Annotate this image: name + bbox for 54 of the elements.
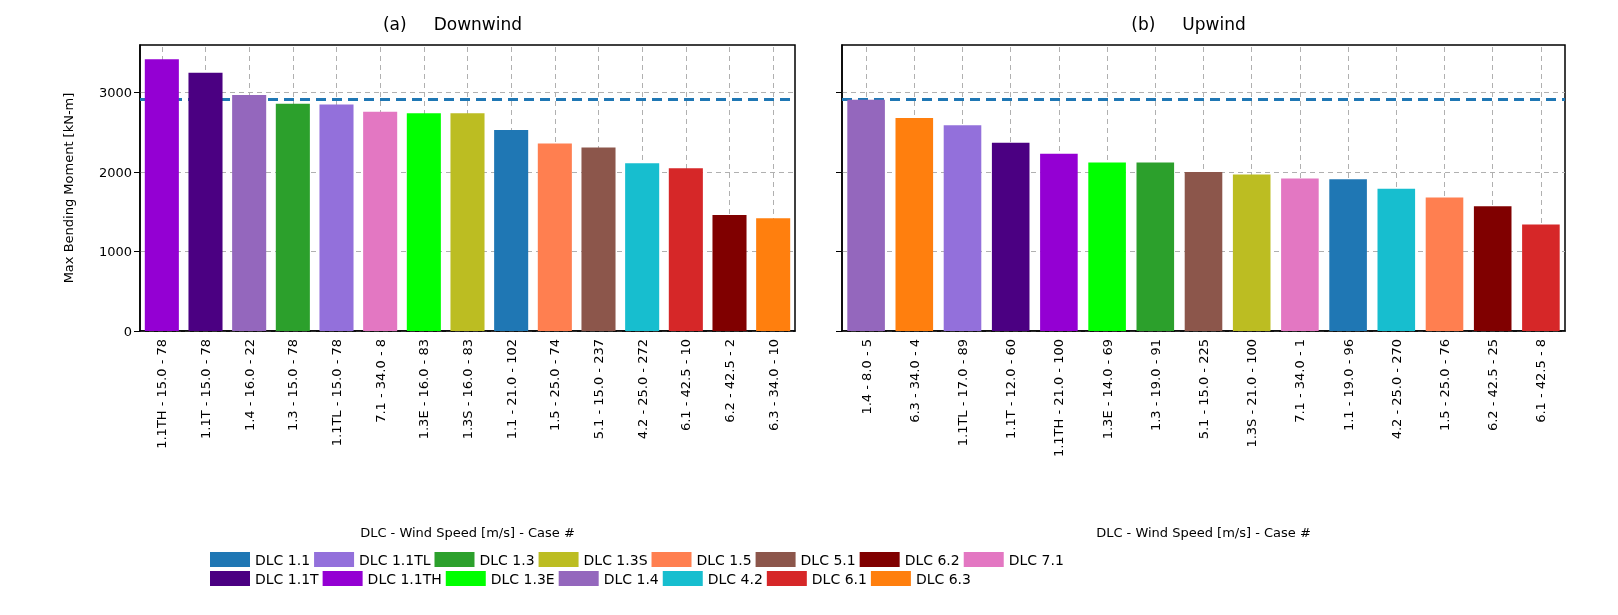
legend-label: DLC 1.3S (583, 551, 648, 568)
x-tick-label: 1.3E - 14.0 - 69 (1099, 339, 1115, 440)
chart-title: (b) Upwind (1131, 13, 1246, 34)
x-tick-label: 1.3 - 19.0 - 91 (1147, 339, 1163, 432)
x-tick-label: 1.1TH - 21.0 - 100 (1051, 339, 1067, 458)
legend-label: DLC 6.2 (904, 551, 960, 568)
legend-label: DLC 4.2 (707, 570, 763, 587)
x-tick-label: 7.1 - 34.0 - 8 (372, 339, 388, 423)
y-axis-title: Max Bending Moment [kN-m] (61, 92, 76, 284)
x-tick-label: 5.1 - 15.0 - 237 (591, 339, 606, 440)
y-tick-label: 0 (123, 323, 132, 339)
chart-title: (a) Downwind (382, 13, 523, 34)
x-tick-label: 6.3 - 34.0 - 4 (906, 339, 922, 423)
x-tick-label: 1.4 - 8.0 - 5 (858, 339, 874, 415)
legend-label: DLC 7.1 (1008, 551, 1064, 568)
x-tick-label: 4.2 - 25.0 - 270 (1388, 339, 1404, 440)
legend-label: DLC 1.1 (255, 551, 311, 568)
legend-label: DLC 5.1 (800, 551, 856, 568)
x-tick-label: 4.2 - 25.0 - 272 (634, 339, 650, 440)
x-tick-label: 1.3S - 21.0 - 100 (1244, 339, 1260, 448)
legend-label: DLC 1.1T (255, 570, 320, 587)
x-tick-label: 1.1TL - 17.0 - 89 (955, 339, 970, 447)
legend-label: DLC 1.5 (696, 551, 752, 568)
x-tick-label: 1.1T - 12.0 - 60 (1003, 339, 1019, 440)
legend-label: DLC 6.1 (811, 570, 867, 587)
x-tick-label: 7.1 - 34.0 - 1 (1292, 339, 1308, 423)
legend-label: DLC 1.4 (603, 570, 659, 587)
x-tick-label: 1.3 - 15.0 - 78 (285, 339, 301, 432)
legend-label: DLC 1.1TL (359, 551, 431, 568)
x-tick-label: 1.1 - 21.0 - 102 (503, 339, 519, 440)
y-tick-label: 2000 (98, 164, 132, 180)
x-tick-label: 1.1 - 19.0 - 96 (1340, 339, 1356, 432)
x-tick-label: 1.1TH - 15.0 - 78 (154, 339, 170, 449)
legend-label: DLC 1.1TH (367, 570, 442, 587)
legend-label: DLC 6.3 (915, 570, 971, 587)
x-tick-label: 1.3E - 16.0 - 83 (416, 339, 432, 440)
x-tick-label: 1.1T - 15.0 - 78 (198, 339, 213, 440)
x-axis-title: DLC - Wind Speed [m/s] - Case # (1096, 525, 1311, 540)
x-tick-label: 5.1 - 15.0 - 225 (1196, 339, 1211, 440)
x-tick-label: 6.2 - 42.5 - 25 (1485, 339, 1501, 432)
x-axis-title: DLC - Wind Speed [m/s] - Case # (360, 525, 575, 540)
legend-label: DLC 1.3E (490, 570, 555, 587)
x-tick-label: 1.5 - 25.0 - 74 (547, 339, 563, 432)
x-tick-label: 6.1 - 42.5 - 8 (1533, 339, 1549, 423)
x-tick-label: 6.2 - 42.5 - 2 (722, 339, 737, 423)
x-tick-label: 1.5 - 25.0 - 76 (1437, 339, 1452, 432)
x-tick-label: 6.3 - 34.0 - 10 (765, 339, 781, 432)
x-tick-label: 1.1TL - 15.0 - 78 (329, 339, 344, 447)
y-tick-label: 3000 (98, 85, 132, 101)
x-tick-label: 1.3S - 16.0 - 83 (460, 339, 475, 440)
legend-label: DLC 1.3 (479, 551, 535, 568)
x-tick-label: 1.4 - 16.0 - 22 (241, 339, 257, 432)
y-tick-label: 1000 (98, 244, 132, 260)
x-tick-label: 6.1 - 42.5 - 10 (678, 339, 694, 432)
